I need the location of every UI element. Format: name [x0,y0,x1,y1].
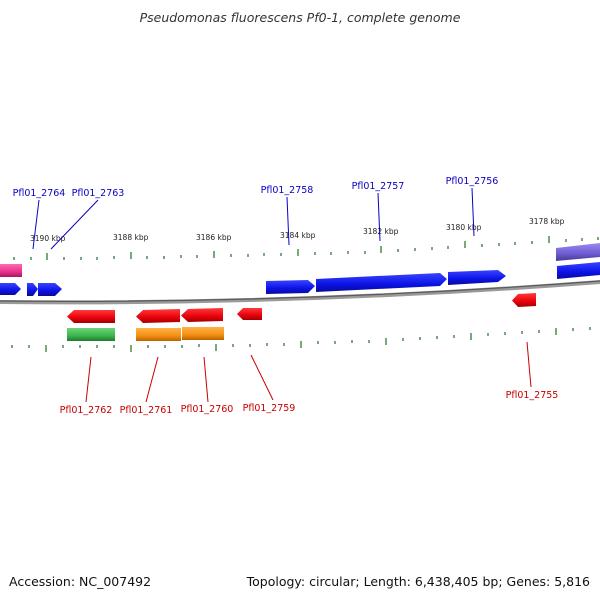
page-title: Pseudomonas fluorescens Pf0-1, complete … [139,10,461,25]
gene-label-pfl01-2763[interactable]: Pfl01_2763 [72,188,125,199]
scale-label-3184: 3184 kbp [280,231,316,240]
accession-text: Accession: NC_007492 [9,574,152,589]
scale-label-3190: 3190 kbp [30,234,66,243]
gene-label-pfl01-2759[interactable]: Pfl01_2759 [243,403,296,414]
reverse-gene-pfl01-2755[interactable] [512,293,536,307]
upper-scale-track [13,236,599,260]
lower-scale-track [11,327,591,352]
scale-label-3182: 3182 kbp [363,227,399,236]
orange-feature-pfl01-2760[interactable] [182,327,224,340]
forward-gene-pfl01-2763[interactable] [38,283,62,296]
forward-gene-pfl01-2757[interactable] [316,273,447,292]
gene-label-pfl01-2755[interactable]: Pfl01_2755 [506,390,559,401]
orange-feature-pfl01-2761[interactable] [136,328,181,341]
purple-feature-bar[interactable] [556,243,600,261]
reverse-gene-pfl01-2761[interactable] [136,309,180,323]
feature-row [67,327,224,341]
forward-gene-pfl01-2756[interactable] [448,270,506,285]
scale-label-3188: 3188 kbp [113,233,149,242]
forward-strand-track [0,262,600,296]
reverse-label-leaders [85,341,532,403]
gene-label-pfl01-2761[interactable]: Pfl01_2761 [120,405,173,416]
genome-summary-text: Topology: circular; Length: 6,438,405 bp… [246,574,590,589]
pink-feature-bar[interactable] [0,264,22,277]
scale-label-3186: 3186 kbp [196,233,232,242]
gene-label-pfl01-2764[interactable]: Pfl01_2764 [13,188,66,199]
gene-label-pfl01-2758[interactable]: Pfl01_2758 [261,185,314,196]
reverse-gene-pfl01-2762[interactable] [67,310,115,323]
gene-label-pfl01-2756[interactable]: Pfl01_2756 [446,176,499,187]
green-feature-pfl01-2762[interactable] [67,328,115,341]
gene-label-pfl01-2760[interactable]: Pfl01_2760 [181,404,234,415]
forward-label-leaders [32,187,475,250]
gene-label-pfl01-2757[interactable]: Pfl01_2757 [352,181,405,192]
genome-backbone [0,280,600,305]
reverse-gene-pfl01-2759[interactable] [237,308,262,320]
forward-gene-pfl01-2764[interactable] [27,283,38,296]
gene-label-pfl01-2762[interactable]: Pfl01_2762 [60,405,113,416]
scale-label-3178: 3178 kbp [529,217,565,226]
scale-label-3180: 3180 kbp [446,223,482,232]
reverse-strand-track [67,293,536,323]
reverse-gene-pfl01-2760[interactable] [181,308,223,322]
forward-gene-partial-right[interactable] [557,262,600,279]
forward-gene-pfl01-2758[interactable] [266,280,315,294]
forward-gene-partial-left[interactable] [0,283,21,295]
